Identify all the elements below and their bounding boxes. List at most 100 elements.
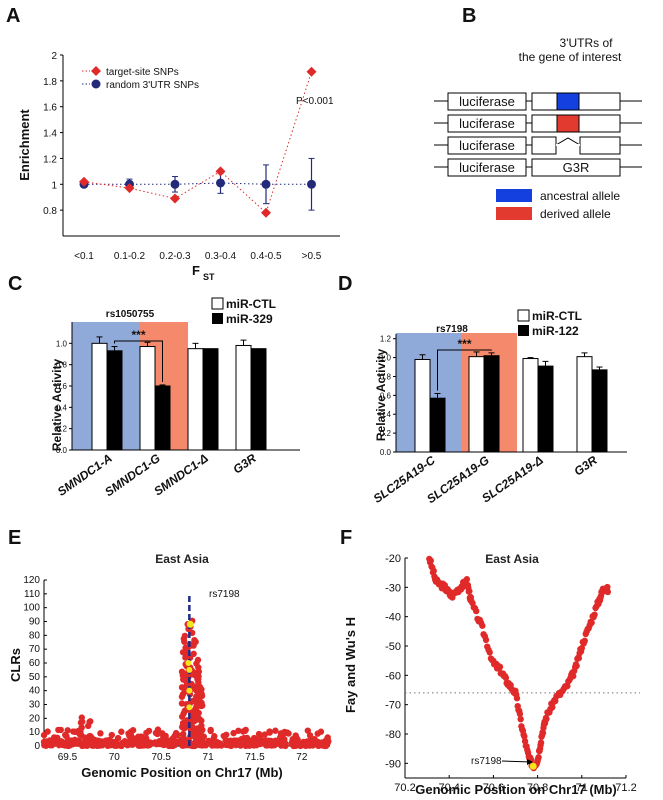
panel-c-legend-ctl-label: miR-CTL xyxy=(226,297,276,311)
panel-e-point xyxy=(83,741,90,748)
panel-d-ylabel: Relative Activity xyxy=(374,349,388,442)
panel-c-ytick-label: 0.4 xyxy=(56,403,68,412)
panel-e-point xyxy=(271,741,278,749)
panel-e-point xyxy=(46,737,54,744)
panel-f-point xyxy=(552,697,559,705)
panel-f-title: East Asia xyxy=(485,552,539,566)
panel-e-xtick-label: 70.5 xyxy=(151,752,171,763)
panel-a-chart: Enrichment F ST P<0.001 target-site SNPs… xyxy=(17,51,340,282)
luciferase-box-4 xyxy=(447,158,527,177)
legend-random-label: random 3'UTR SNPs xyxy=(106,80,199,91)
panel-f-xtick-label: 70.6 xyxy=(483,782,504,794)
panel-f-ytick-label: -90 xyxy=(385,758,401,770)
panel-f-xtick-label: 70.2 xyxy=(394,782,415,794)
panel-e-point xyxy=(108,731,115,739)
panel-d-ytick-label: 1.0 xyxy=(380,354,392,363)
panel-a-random-point xyxy=(307,179,316,189)
panel-f-point xyxy=(604,583,611,591)
panel-a-ytick-label: 2 xyxy=(51,51,57,62)
panel-e-point xyxy=(168,737,175,744)
panel-e-peak-point xyxy=(195,664,202,671)
panel-f-ytick-label: -70 xyxy=(385,700,401,712)
panel-e-peak-point xyxy=(189,723,196,731)
construct-title-line2: the gene of interest xyxy=(519,50,622,64)
panel-f-point xyxy=(463,576,471,583)
panel-c-ytick-label: 0.2 xyxy=(56,425,68,434)
panel-e-point xyxy=(97,730,104,737)
panel-d-legend-mir-label: miR-122 xyxy=(532,324,579,338)
panel-e-point xyxy=(309,742,316,749)
panel-e-point xyxy=(211,733,218,740)
luciferase-label-3: luciferase xyxy=(459,138,515,153)
panel-e-point xyxy=(64,741,71,748)
panel-e-point xyxy=(261,731,268,738)
panel-a-xlabel-sub: ST xyxy=(203,272,215,282)
panel-f-point xyxy=(573,662,580,670)
panel-e-peak-point xyxy=(198,733,206,741)
panel-f-point xyxy=(502,674,510,682)
panel-e-point xyxy=(242,741,250,748)
panel-a-xtick-label: 0.2-0.3 xyxy=(159,251,191,262)
ancestral-allele-block xyxy=(556,92,580,111)
panel-f-xtick-label: 71 xyxy=(576,782,588,794)
panel-e-point xyxy=(57,726,64,734)
panel-c-ctl-bar xyxy=(187,348,204,451)
panel-e-highlight-point xyxy=(186,666,193,673)
panel-f-ytick-label: -40 xyxy=(385,612,401,624)
panel-e-point xyxy=(145,738,152,746)
legend-ancestral-label: ancestral allele xyxy=(540,189,620,203)
utr-box-4 xyxy=(531,158,621,177)
panel-e-chart: East Asia CLRs Genomic Position on Chr17… xyxy=(8,552,332,780)
panel-e-point xyxy=(207,727,214,735)
panel-c-chart: rs1050755 Relative Activity 0.0 0.2 0.4 0.6… xyxy=(50,297,300,499)
panel-d-xtick-label: G3R xyxy=(571,453,600,479)
legend-derived-swatch xyxy=(496,207,532,220)
panel-c-ytick-label: 0.6 xyxy=(56,382,68,391)
panel-f-point xyxy=(575,654,583,662)
panel-e-peak-point xyxy=(178,684,186,691)
panel-d-ytick-label: 0.8 xyxy=(380,372,392,381)
panel-e-peak-point xyxy=(180,676,187,683)
panel-e-peak-point xyxy=(181,638,188,645)
panel-e-highlight-point xyxy=(186,687,193,694)
luciferase-box-2 xyxy=(447,114,527,133)
panel-e-ytick-label: 30 xyxy=(29,700,41,711)
panel-a-ytick-label: 1.4 xyxy=(43,129,57,140)
panel-f-xtick-label: 71.2 xyxy=(615,782,636,794)
panel-f-point xyxy=(581,637,588,645)
deletion-splice-mark xyxy=(555,137,581,146)
panel-c-xtick-label: G3R xyxy=(230,451,259,477)
panel-e-ytick-label: 90 xyxy=(29,617,41,628)
panel-a-ytick-label: 1.2 xyxy=(43,154,57,165)
panel-f-point xyxy=(466,588,473,595)
panel-e-ylabel: CLRs xyxy=(8,648,23,682)
panel-e-peak-point xyxy=(190,642,197,649)
panel-a-target-point xyxy=(124,183,135,194)
panel-f-point xyxy=(479,622,486,629)
panel-e-point xyxy=(265,737,272,745)
panel-e-point xyxy=(70,737,78,745)
legend-random-circle xyxy=(91,79,101,89)
panel-c-legend-mir-label: miR-329 xyxy=(226,312,273,326)
panel-e-point xyxy=(256,734,263,741)
panel-c-ctl-bar xyxy=(139,346,156,451)
panel-e-peak-point xyxy=(189,716,196,723)
panel-d-mir-bar xyxy=(483,355,500,453)
panel-a-xtick-label: 0.1-0.2 xyxy=(114,251,146,262)
panel-f-ytick-label: -60 xyxy=(385,670,401,682)
panel-a-target-point xyxy=(170,193,180,204)
panel-e-point xyxy=(324,735,331,743)
panel-f-highlight-point xyxy=(529,762,537,770)
panel-e-point xyxy=(118,728,125,735)
panel-e-highlight-point xyxy=(186,704,193,711)
panel-e-xtick-label: 72 xyxy=(296,752,308,763)
panel-c-mir-bar xyxy=(202,348,219,451)
panel-f-point xyxy=(427,557,434,564)
legend-ancestral-swatch xyxy=(496,189,532,202)
panel-e-ytick-label: 100 xyxy=(23,603,40,614)
panel-e-point xyxy=(266,729,273,736)
panel-e-peak-point xyxy=(182,654,189,661)
panel-d-ctl-bar xyxy=(468,356,485,453)
panel-e-point xyxy=(64,727,71,734)
